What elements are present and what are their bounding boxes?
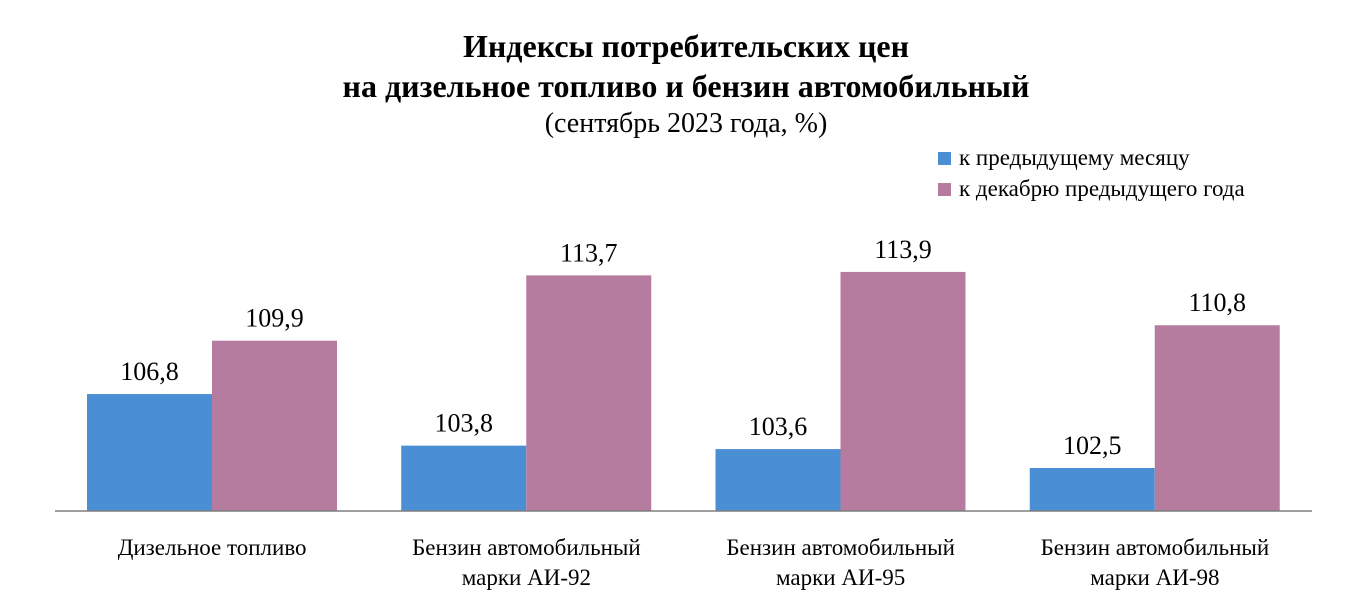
bar-0-1 [401,445,527,511]
bar-1-0 [212,340,337,511]
bar-1-1 [526,275,652,511]
bar-1-2 [840,271,966,511]
category-label-1-0: Бензин автомобильный [412,535,641,560]
category-label-1-1: марки АИ-92 [462,565,591,590]
category-label-3-1: марки АИ-98 [1090,565,1219,590]
bar-0-2 [715,449,841,511]
category-label-3-0: Бензин автомобильный [1041,535,1270,560]
bar-1-3 [1154,325,1280,511]
legend-swatch-prev-month [938,151,951,165]
chart-title: Индексы потребительских цен [462,28,910,64]
bar-0-3 [1029,468,1155,511]
legend-item-dec-prev-year: к декабрю предыдущего года [938,176,1245,202]
data-label-0-2: 103,6 [749,412,808,441]
data-label-1-2: 113,9 [874,235,932,264]
category-label-0-0: Дизельное топливо [118,535,307,560]
chart-subtitle: (сентябрь 2023 года, %) [544,108,828,139]
data-label-0-1: 103,8 [435,409,494,438]
category-label-2-0: Бензин автомобильный [726,535,955,560]
legend-label-dec-prev-year: к декабрю предыдущего года [959,176,1245,201]
data-label-1-3: 110,8 [1188,288,1246,317]
chart-title-line2: на дизельное топливо и бензин автомобиль… [342,68,1030,104]
category-label-2-1: марки АИ-95 [776,565,905,590]
data-label-1-0: 109,9 [245,304,304,333]
data-label-0-0: 106,8 [120,357,179,386]
legend-label-prev-month: к предыдущему месяцу [959,145,1190,170]
data-label-0-3: 102,5 [1063,431,1122,460]
legend-item-prev-month: к предыдущему месяцу [938,145,1190,171]
bar-0-0 [87,394,212,511]
data-label-1-1: 113,7 [560,238,618,267]
legend-swatch-dec-prev-year [938,182,951,196]
